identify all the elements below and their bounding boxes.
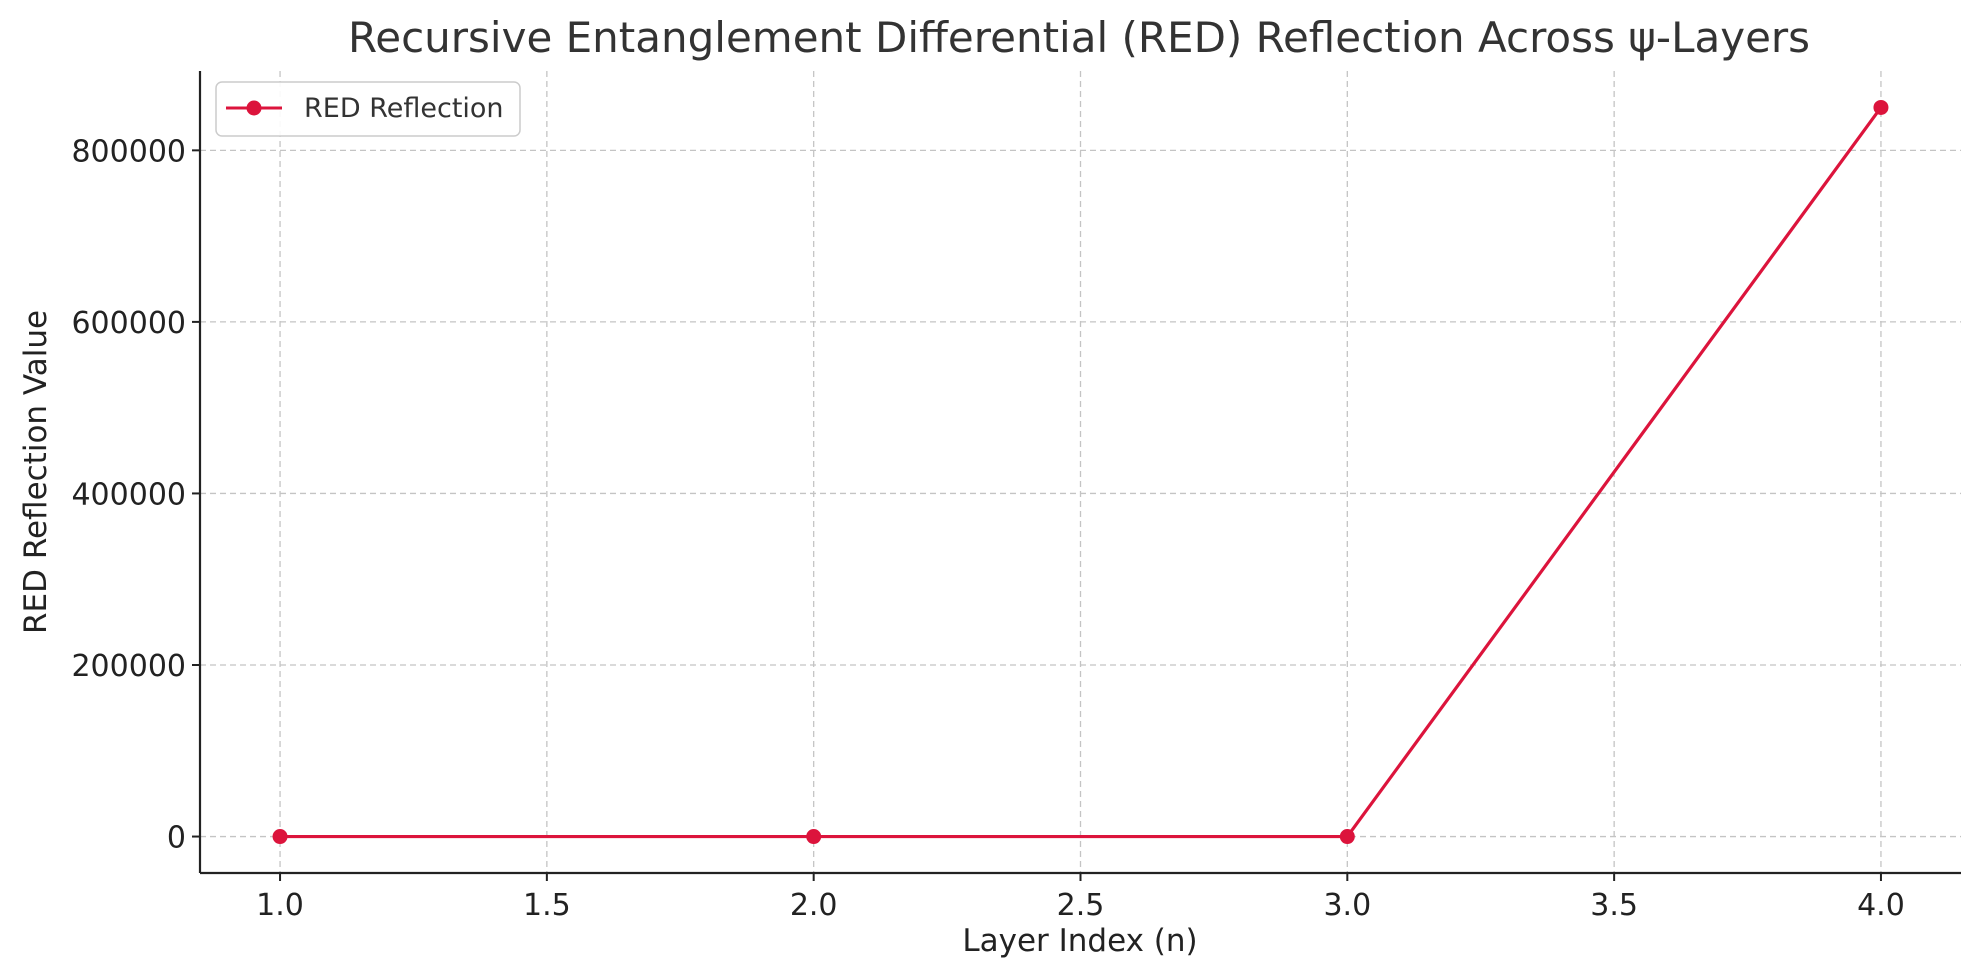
legend: RED Reflection bbox=[215, 81, 521, 137]
x-tick-label: 1.5 bbox=[523, 888, 571, 923]
y-tick-label: 400000 bbox=[71, 477, 186, 512]
chart-title: Recursive Entanglement Differential (RED… bbox=[348, 13, 1810, 62]
y-axis-ticks: 0 200000 400000 600000 800000 bbox=[71, 134, 200, 856]
y-tick-label: 600000 bbox=[71, 306, 186, 341]
x-tick-label: 4.0 bbox=[1857, 888, 1905, 923]
data-point bbox=[272, 829, 288, 845]
legend-box bbox=[215, 81, 521, 137]
x-axis-ticks: 1.0 1.5 2.0 2.5 3.0 3.5 4.0 bbox=[256, 873, 1905, 923]
data-point bbox=[1339, 829, 1355, 845]
y-tick-label: 800000 bbox=[71, 134, 186, 169]
x-tick-label: 2.0 bbox=[790, 888, 838, 923]
x-tick-label: 3.0 bbox=[1323, 888, 1371, 923]
x-tick-label: 2.5 bbox=[1057, 888, 1105, 923]
plot-series bbox=[272, 99, 1889, 845]
series-line-red-reflection bbox=[280, 106, 1883, 839]
data-point bbox=[806, 829, 822, 845]
legend-entry-red-reflection: RED Reflection bbox=[304, 93, 504, 124]
y-tick-label: 200000 bbox=[71, 649, 186, 684]
x-tick-label: 1.0 bbox=[256, 888, 304, 923]
x-tick-label: 3.5 bbox=[1590, 888, 1638, 923]
y-tick-label: 0 bbox=[167, 821, 186, 856]
y-axis-label: RED Reflection Value bbox=[18, 310, 54, 634]
legend-marker-swatch bbox=[246, 100, 262, 116]
x-axis-label: Layer Index (n) bbox=[962, 923, 1197, 959]
data-point bbox=[1873, 99, 1889, 115]
